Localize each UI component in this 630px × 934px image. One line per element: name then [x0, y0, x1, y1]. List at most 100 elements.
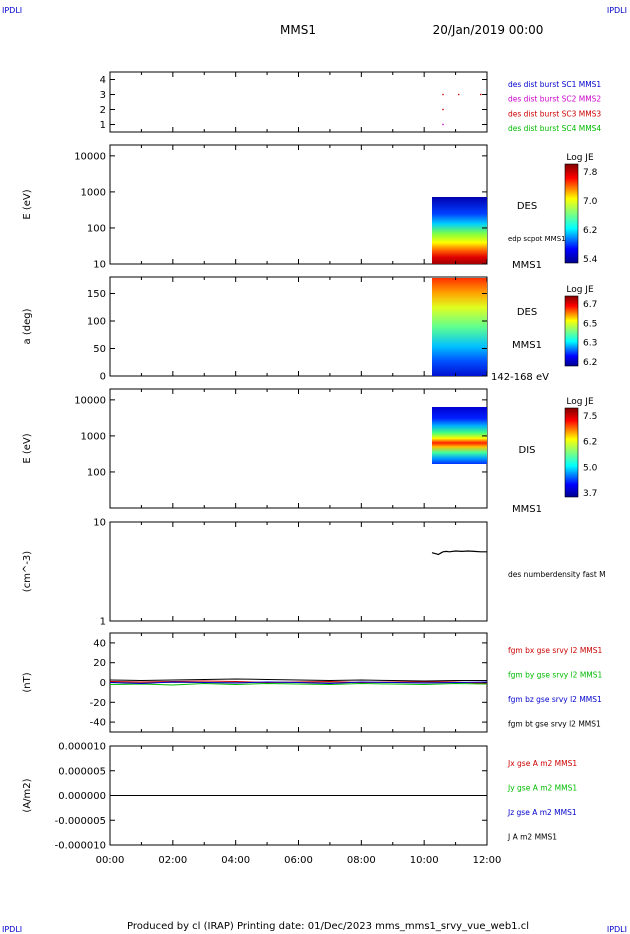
y-tick-label-3-2: 10000 — [74, 395, 106, 406]
y-tick-label-6-2: 0.000000 — [58, 791, 106, 802]
panel-burst-frame — [109, 71, 488, 133]
x-tick-label-1: 02:00 — [158, 855, 187, 866]
x-tick-label-4: 08:00 — [347, 855, 376, 866]
current-legend-1: Jy gse A m2 MMS1 — [507, 784, 577, 793]
current-legend-2: Jz gse A m2 MMS1 — [507, 808, 577, 817]
bfield-series-line-1 — [109, 682, 488, 686]
y-tick-label-6-0: 0.000010 — [58, 742, 106, 753]
current-legend-3: J A m2 MMS1 — [507, 833, 557, 842]
header-title: MMS1 — [280, 23, 316, 37]
x-tick-label-5: 10:00 — [410, 855, 439, 866]
burst-point-3 — [442, 108, 444, 111]
dis-energy-spacecraft-label: MMS1 — [512, 504, 542, 515]
corner-label-top-left: IPDLI — [2, 6, 22, 15]
x-tick-label-6: 12:00 — [473, 855, 502, 866]
des-energy-instrument-label: DES — [517, 201, 537, 212]
panel-des-energy-frame — [109, 144, 488, 265]
density-series-line — [431, 550, 487, 556]
bfield-legend-3: fgm bt gse srvy l2 MMS1 — [508, 720, 601, 729]
y-axis-label-3: E (eV) — [22, 433, 33, 463]
colorbar-tick-1-2: 6.2 — [583, 226, 597, 236]
current-legend-0: Jx gse A m2 MMS1 — [507, 759, 577, 768]
colorbar-tick-1-1: 7.0 — [583, 197, 598, 207]
colorbar-title-1: Log JE — [566, 153, 594, 163]
colorbar-tick-3-2: 5.0 — [583, 463, 598, 473]
burst-point-1 — [458, 93, 460, 96]
y-axis-label-6: (A/m2) — [22, 778, 33, 812]
burst-point-4 — [442, 123, 444, 126]
des-pitch-instrument-label: DES — [517, 307, 537, 318]
dis-energy-instrument-label: DIS — [519, 445, 536, 456]
y-tick-label-2-0: 0 — [100, 372, 106, 383]
y-tick-label-6-3: -0.000005 — [55, 816, 106, 827]
colorbar-des-pitch — [564, 295, 579, 367]
burst-legend-1: des dist burst SC1 MMS1 — [508, 80, 601, 89]
des-energy-spacecraft-label: MMS1 — [512, 260, 542, 271]
y-axis-label-1: E (eV) — [22, 189, 33, 219]
y-tick-label-1-0: 10 — [93, 260, 106, 271]
des-pitch-energy-range-label: 142-168 eV — [491, 372, 549, 383]
colorbar-tick-2-1: 6.5 — [583, 319, 597, 329]
corner-label-top-right: IPDLI — [607, 6, 627, 15]
y-axis-label-2: a (deg) — [22, 308, 33, 344]
colorbar-tick-2-3: 6.2 — [583, 358, 597, 368]
colorbar-des-energy — [564, 163, 579, 264]
des-pitch-spectrogram — [432, 278, 487, 376]
y-tick-label-4-0: 1 — [100, 617, 106, 628]
y-tick-label-3-0: 100 — [87, 467, 106, 478]
colorbar-tick-1-3: 5.4 — [583, 255, 598, 265]
corner-label-bottom-left: IPDLI — [2, 925, 22, 934]
burst-legend-3: des dist burst SC3 MMS3 — [508, 109, 601, 118]
y-tick-label-1-3: 10000 — [74, 151, 106, 162]
colorbar-dis-energy — [564, 407, 579, 498]
colorbar-tick-3-1: 6.2 — [583, 438, 597, 448]
x-tick-label-2: 04:00 — [221, 855, 250, 866]
colorbar-tick-2-2: 6.3 — [583, 339, 597, 349]
x-tick-label-3: 06:00 — [284, 855, 313, 866]
dis-energy-spectrogram — [432, 407, 487, 464]
y-tick-label-0-2: 3 — [100, 90, 106, 101]
y-tick-label-5-0: 40 — [93, 638, 106, 649]
footer-credits: Produced by cl (IRAP) Printing date: 01/… — [127, 921, 529, 932]
y-tick-label-6-4: -0.000010 — [55, 841, 106, 852]
bfield-legend-0: fgm bx gse srvy l2 MMS1 — [508, 646, 603, 655]
des-energy-spectrogram — [432, 197, 487, 264]
y-tick-label-2-1: 50 — [93, 344, 106, 355]
y-tick-label-5-2: 0 — [100, 678, 106, 689]
corner-label-bottom-right: IPDLI — [607, 925, 627, 934]
y-tick-label-3-1: 1000 — [81, 431, 106, 442]
bfield-legend-2: fgm bz gse srvy l2 MMS1 — [508, 695, 602, 704]
header-datetime: 20/Jan/2019 00:00 — [433, 23, 544, 37]
y-tick-label-1-1: 100 — [87, 223, 106, 234]
colorbar-tick-1-0: 7.8 — [583, 168, 598, 178]
y-axis-label-5: (nT) — [22, 672, 33, 692]
colorbar-tick-2-0: 6.7 — [583, 300, 597, 310]
colorbar-title-3: Log JE — [566, 397, 594, 407]
y-tick-label-0-3: 4 — [100, 75, 106, 86]
colorbar-tick-3-3: 3.7 — [583, 489, 597, 499]
burst-legend-2: des dist burst SC2 MMS2 — [508, 95, 601, 104]
y-tick-label-0-1: 2 — [100, 105, 106, 116]
y-tick-label-2-2: 100 — [87, 317, 106, 328]
y-tick-label-5-1: 20 — [93, 658, 106, 669]
panel-dis-energy-frame — [109, 388, 488, 509]
density-legend: des numberdensity fast M — [508, 570, 606, 579]
panel-density-frame — [109, 521, 488, 622]
burst-point-2 — [480, 93, 482, 96]
bfield-legend-1: fgm by gse srvy l2 MMS1 — [508, 671, 603, 680]
y-tick-label-2-3: 150 — [87, 289, 106, 300]
bfield-series-line-3 — [109, 678, 487, 682]
y-axis-label-4: (cm^-3) — [22, 551, 33, 592]
colorbar-title-2: Log JE — [566, 285, 594, 295]
edp-scpot-label: edp scpot MMS1 — [508, 235, 566, 243]
y-tick-label-0-0: 1 — [100, 120, 106, 131]
y-tick-label-4-1: 10 — [93, 518, 106, 529]
y-tick-label-5-4: -40 — [90, 718, 106, 729]
bfield-series-line-2 — [109, 681, 488, 685]
colorbar-tick-3-0: 7.5 — [583, 412, 597, 422]
y-tick-label-6-1: 0.000005 — [58, 766, 106, 777]
x-tick-label-0: 00:00 — [96, 855, 125, 866]
